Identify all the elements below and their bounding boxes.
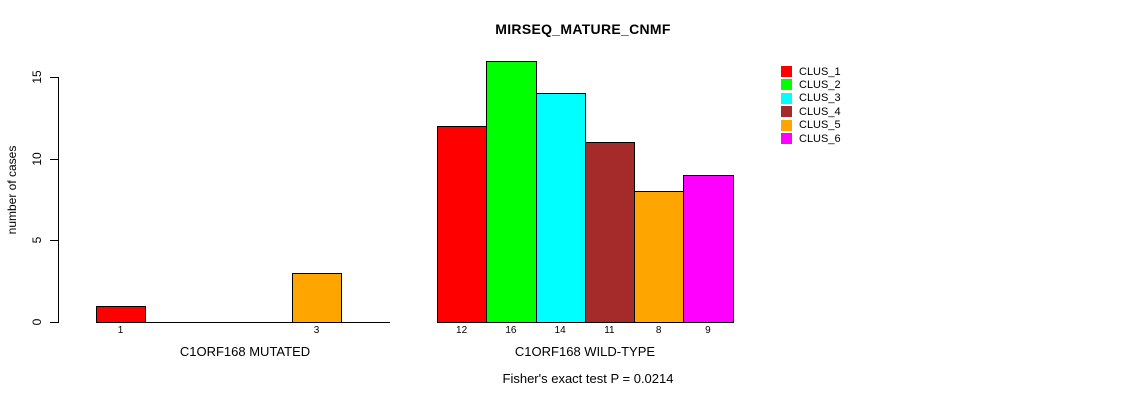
y-axis-line (58, 77, 59, 323)
legend-label-clus_2: CLUS_2 (799, 78, 841, 91)
legend-swatch-clus_1 (781, 66, 792, 77)
legend-swatch-clus_2 (781, 79, 792, 91)
legend-swatch-clus_5 (781, 119, 792, 131)
legend-swatch-clus_4 (781, 106, 792, 118)
chart-title: MIRSEQ_MATURE_CNMF (495, 21, 671, 37)
legend-label-clus_5: CLUS_5 (799, 119, 841, 132)
y-tick-mark (50, 322, 58, 323)
y-tick-label: 10 (30, 151, 44, 166)
legend-label-clus_1: CLUS_1 (799, 65, 841, 78)
y-tick-label: 0 (30, 318, 44, 326)
legend-label-clus_3: CLUS_3 (799, 92, 841, 105)
bar-clus_1 (437, 126, 488, 323)
bar-value-label: 1 (117, 325, 124, 336)
legend-swatch-clus_3 (781, 92, 792, 104)
x-axis-baseline (96, 322, 390, 323)
bar-value-label: 8 (655, 325, 662, 336)
bar-clus_5 (634, 191, 685, 323)
bar-clus_5 (292, 273, 342, 323)
legend-swatch-clus_6 (781, 133, 792, 144)
bar-value-label: 16 (505, 325, 517, 336)
bar-clus_6 (683, 175, 734, 323)
bar-value-label: 3 (313, 325, 320, 336)
y-tick-label: 5 (30, 236, 44, 244)
group-label-wild-type: C1ORF168 WILD-TYPE (514, 344, 656, 359)
y-tick-mark (50, 77, 58, 78)
bar-value-label: 9 (705, 325, 711, 336)
group-label-mutated: C1ORF168 MUTATED (179, 344, 311, 359)
bar-value-label: 11 (604, 325, 615, 336)
bar-clus_1 (96, 305, 146, 323)
bar-clus_2 (486, 60, 537, 323)
y-tick-label: 15 (30, 70, 44, 84)
bar-clus_3 (535, 93, 586, 323)
bar-value-label: 14 (554, 325, 566, 336)
bar-value-label: 12 (456, 325, 468, 336)
y-tick-mark (50, 240, 58, 242)
y-axis-title: number of cases (5, 145, 19, 235)
bar-clus_4 (584, 142, 636, 323)
legend-label-clus_4: CLUS_4 (799, 105, 841, 118)
fisher-test-annotation: Fisher's exact test P = 0.0214 (502, 371, 674, 386)
y-tick-mark (50, 158, 58, 160)
legend-label-clus_6: CLUS_6 (799, 132, 841, 145)
